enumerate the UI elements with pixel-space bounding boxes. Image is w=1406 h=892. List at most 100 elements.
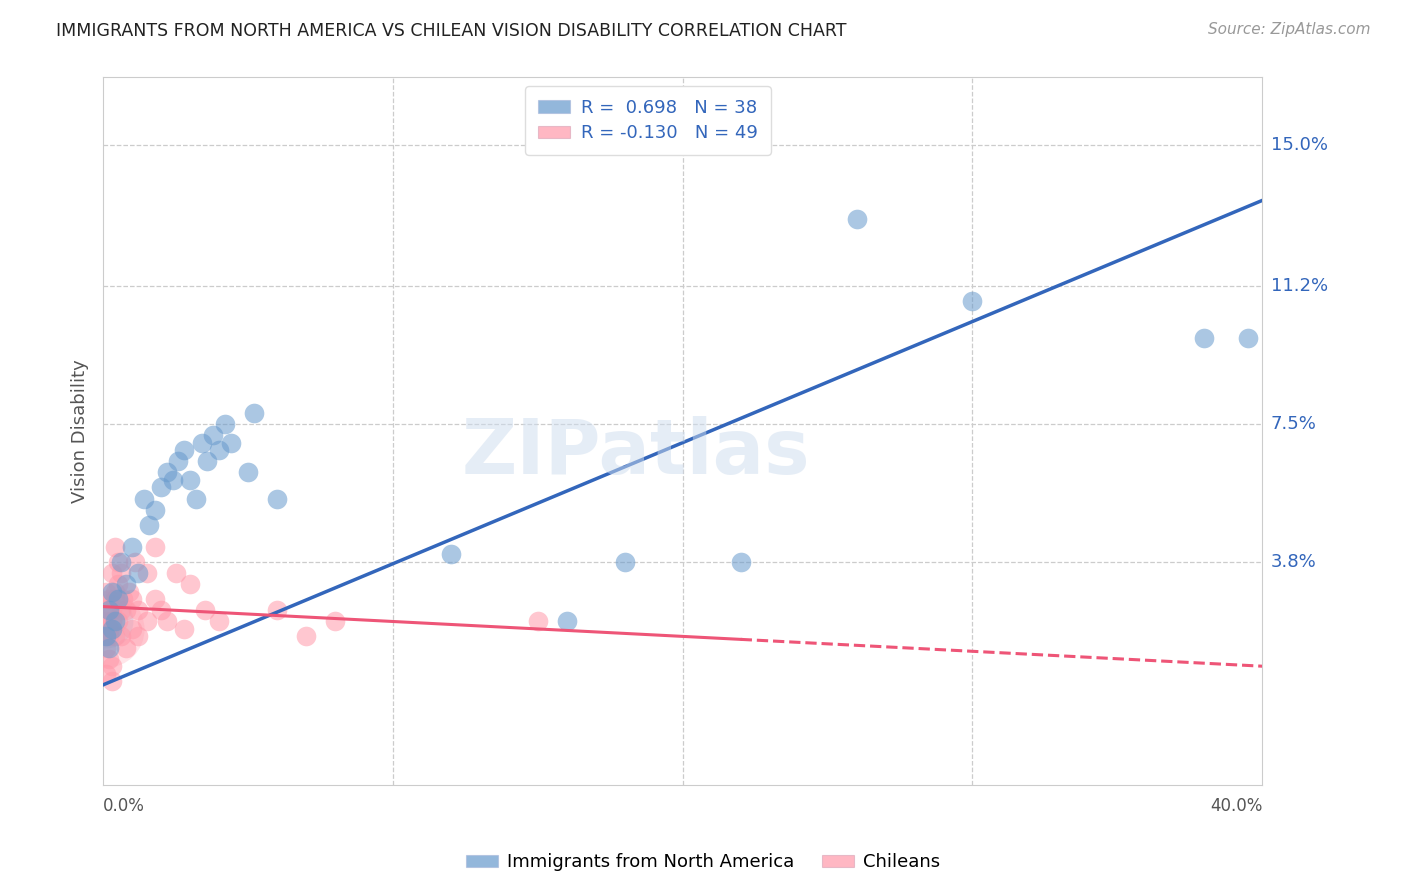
- Point: [323, 615, 346, 629]
- Point: [101, 674, 124, 689]
- Point: [104, 629, 127, 643]
- Point: [104, 540, 127, 554]
- Point: [121, 540, 143, 554]
- Point: [440, 548, 463, 562]
- Text: 11.2%: 11.2%: [1271, 277, 1327, 295]
- Point: [143, 502, 166, 516]
- Point: [104, 592, 127, 607]
- Point: [101, 584, 124, 599]
- Point: [143, 592, 166, 607]
- Point: [527, 615, 550, 629]
- Point: [179, 473, 201, 487]
- Point: [115, 603, 138, 617]
- Point: [555, 615, 578, 629]
- Point: [110, 629, 132, 643]
- Point: [138, 517, 160, 532]
- Point: [208, 443, 231, 458]
- Point: [94, 603, 117, 617]
- Point: [104, 584, 127, 599]
- Text: 3.8%: 3.8%: [1271, 553, 1316, 571]
- Point: [110, 603, 132, 617]
- Y-axis label: Vision Disability: Vision Disability: [72, 359, 89, 503]
- Text: 0.0%: 0.0%: [103, 797, 145, 814]
- Point: [118, 584, 141, 599]
- Point: [150, 603, 173, 617]
- Point: [156, 466, 179, 480]
- Point: [127, 566, 149, 580]
- Point: [143, 540, 166, 554]
- Point: [150, 480, 173, 494]
- Point: [104, 615, 127, 629]
- Point: [214, 417, 236, 431]
- Point: [94, 615, 117, 629]
- Point: [167, 454, 190, 468]
- Point: [202, 428, 225, 442]
- Point: [97, 652, 120, 666]
- Point: [112, 592, 135, 607]
- Point: [845, 212, 868, 227]
- Point: [184, 491, 207, 506]
- Point: [121, 592, 143, 607]
- Point: [135, 615, 157, 629]
- Text: IMMIGRANTS FROM NORTH AMERICA VS CHILEAN VISION DISABILITY CORRELATION CHART: IMMIGRANTS FROM NORTH AMERICA VS CHILEAN…: [56, 22, 846, 40]
- Point: [165, 566, 187, 580]
- Text: Source: ZipAtlas.com: Source: ZipAtlas.com: [1208, 22, 1371, 37]
- Point: [107, 615, 129, 629]
- Point: [97, 603, 120, 617]
- Point: [295, 629, 318, 643]
- Point: [91, 629, 114, 643]
- Point: [94, 666, 117, 681]
- Point: [197, 454, 219, 468]
- Point: [162, 473, 184, 487]
- Point: [208, 615, 231, 629]
- Point: [101, 622, 124, 636]
- Point: [94, 615, 117, 629]
- Text: 7.5%: 7.5%: [1271, 415, 1316, 433]
- Text: 40.0%: 40.0%: [1211, 797, 1263, 814]
- Point: [97, 592, 120, 607]
- Point: [94, 629, 117, 643]
- Point: [101, 566, 124, 580]
- Text: 15.0%: 15.0%: [1271, 136, 1327, 153]
- Point: [115, 640, 138, 655]
- Point: [132, 491, 155, 506]
- Point: [124, 555, 146, 569]
- Point: [107, 577, 129, 591]
- Point: [190, 435, 212, 450]
- Point: [110, 555, 132, 569]
- Point: [107, 555, 129, 569]
- Legend: Immigrants from North America, Chileans: Immigrants from North America, Chileans: [458, 847, 948, 879]
- Point: [156, 615, 179, 629]
- Point: [121, 622, 143, 636]
- Point: [97, 640, 120, 655]
- Point: [613, 555, 636, 569]
- Text: ZIPatlas: ZIPatlas: [463, 416, 811, 490]
- Point: [173, 622, 195, 636]
- Point: [173, 443, 195, 458]
- Point: [127, 603, 149, 617]
- Point: [101, 615, 124, 629]
- Point: [107, 592, 129, 607]
- Legend: R =  0.698   N = 38, R = -0.130   N = 49: R = 0.698 N = 38, R = -0.130 N = 49: [526, 87, 770, 155]
- Point: [179, 577, 201, 591]
- Point: [94, 584, 117, 599]
- Point: [266, 491, 288, 506]
- Point: [135, 566, 157, 580]
- Point: [266, 603, 288, 617]
- Point: [730, 555, 752, 569]
- Point: [236, 466, 259, 480]
- Point: [101, 603, 124, 617]
- Point: [115, 577, 138, 591]
- Point: [94, 640, 117, 655]
- Point: [219, 435, 242, 450]
- Point: [1194, 331, 1216, 345]
- Point: [97, 629, 120, 643]
- Point: [1236, 331, 1258, 345]
- Point: [110, 566, 132, 580]
- Point: [127, 629, 149, 643]
- Point: [97, 622, 120, 636]
- Point: [962, 293, 984, 308]
- Point: [94, 622, 117, 636]
- Point: [101, 659, 124, 673]
- Point: [243, 406, 266, 420]
